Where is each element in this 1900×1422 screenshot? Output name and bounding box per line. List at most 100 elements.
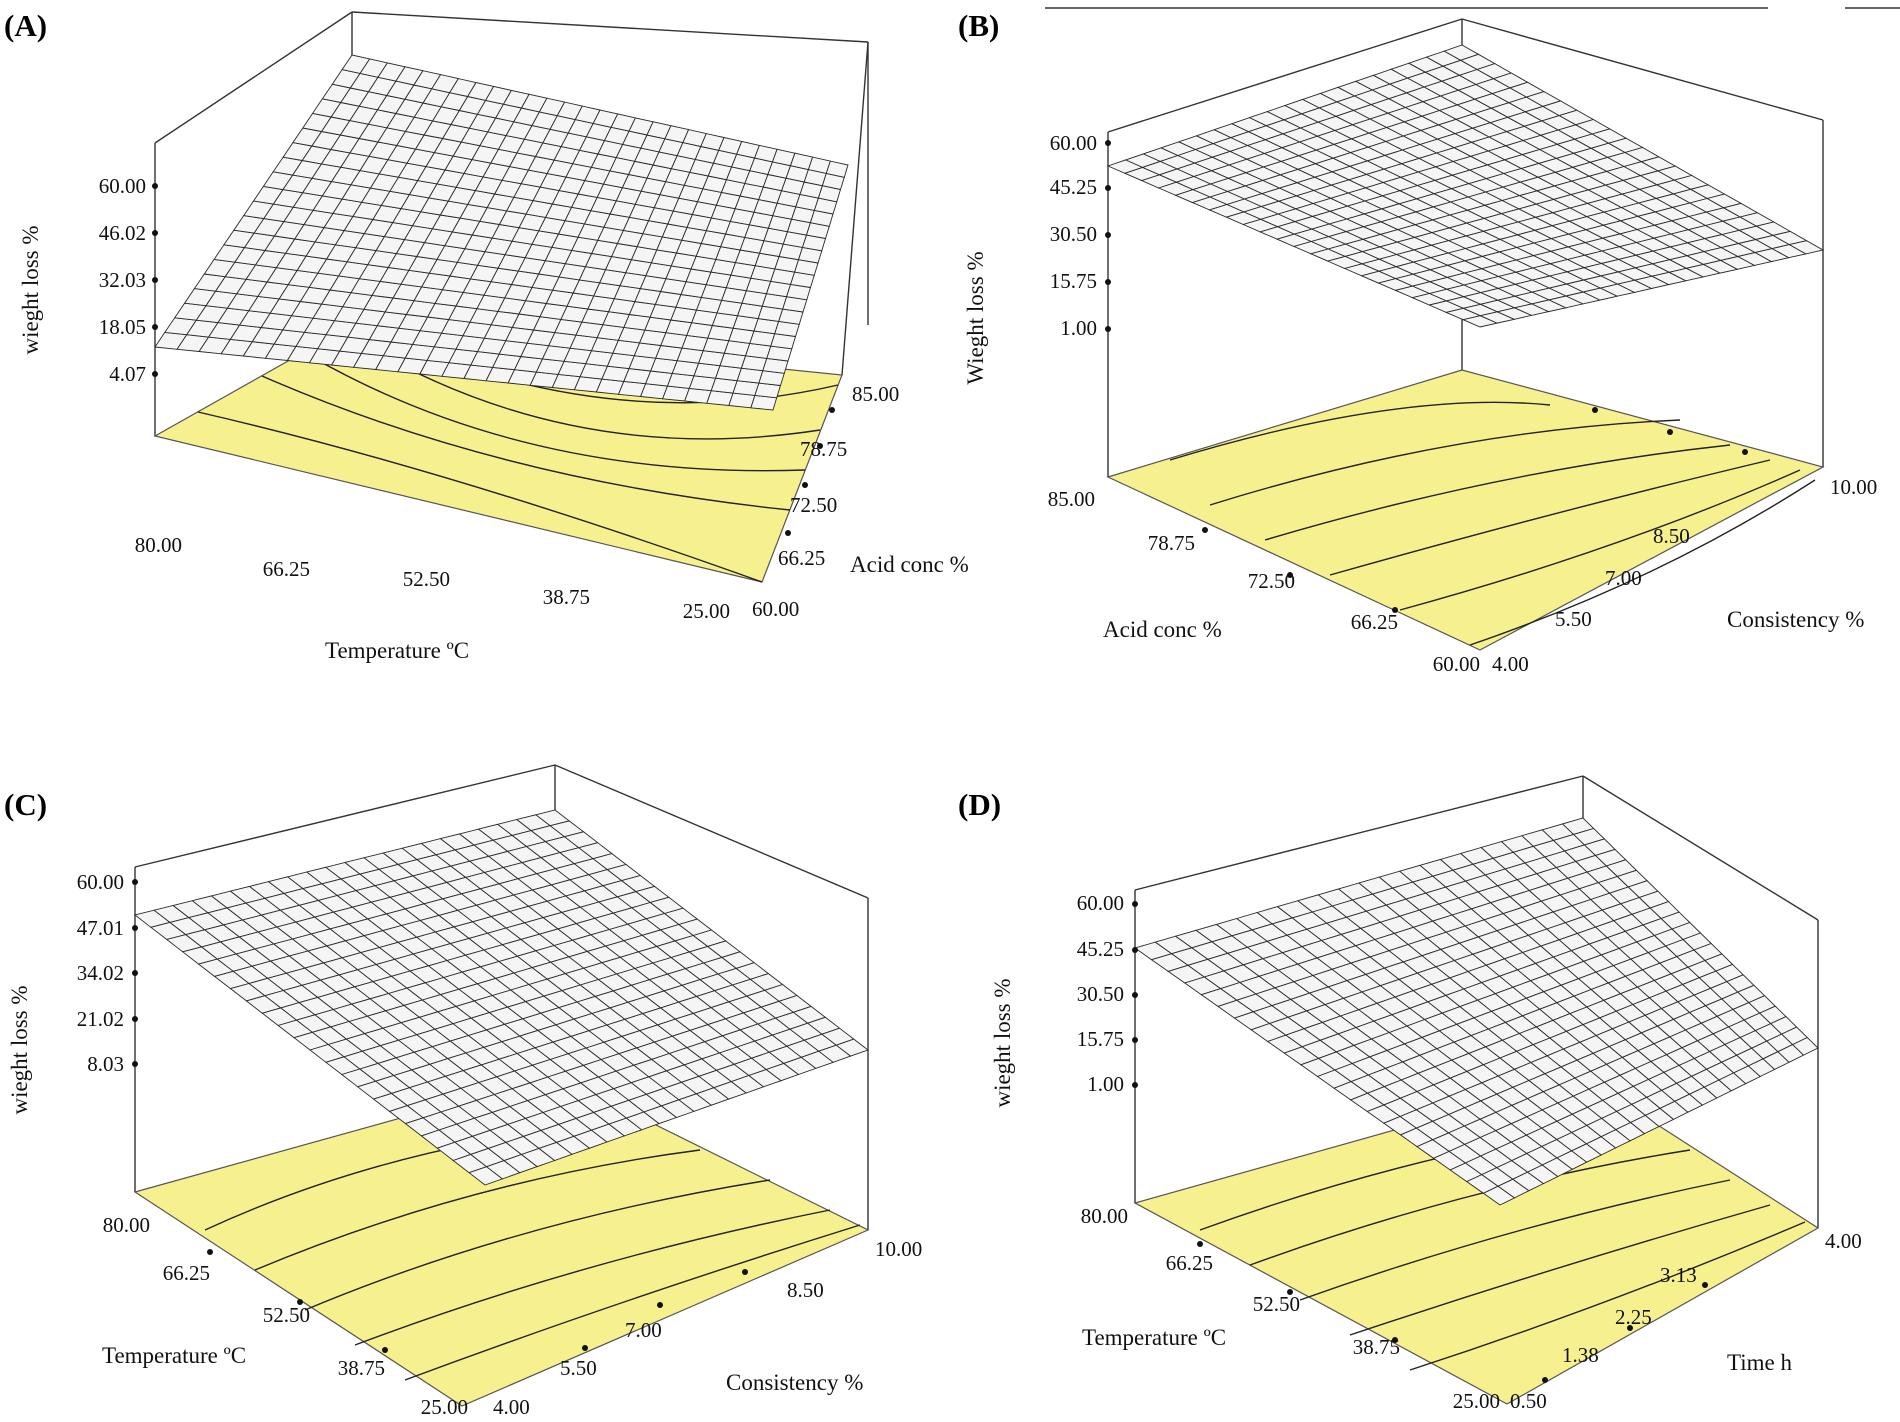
panel-a-x-tick: 38.75: [543, 585, 590, 609]
panel-a-x-tick: 66.25: [263, 557, 310, 581]
panel-c-y-tick: 8.50: [787, 1278, 824, 1302]
panel-b-x-tick: 78.75: [1148, 531, 1195, 555]
panel-d-z-tick: 15.75: [1077, 1027, 1124, 1051]
panel-b-tick-mark: [1105, 185, 1111, 191]
panel-a-y-label: Acid conc %: [850, 552, 969, 577]
panel-c-surface: [133, 809, 869, 1186]
panel-b-tick-mark: [1392, 607, 1398, 613]
panel-a-z-tick: 4.07: [109, 362, 146, 386]
panel-d-tick-mark: [1132, 947, 1138, 953]
panel-b-x-label: Acid conc %: [1103, 617, 1222, 642]
panel-d-tick-mark: [1702, 1282, 1708, 1288]
panel-c-x-ticks: 80.00 66.25 52.50 38.75 25.00: [103, 1213, 468, 1419]
panel-c-y-tick: 7.00: [625, 1318, 662, 1342]
panel-d: (D) 60.00 45.25 30.50 15.75 1.00 wieght …: [958, 775, 1862, 1413]
panel-c-y-ticks: 4.00 5.50 7.00 8.50 10.00: [493, 1237, 922, 1419]
panel-c-z-label: wieght loss %: [7, 985, 32, 1114]
panel-a-y-tick: 85.00: [852, 382, 899, 406]
panel-a-x-tick: 25.00: [683, 599, 730, 623]
panel-c-z-tick: 60.00: [77, 870, 124, 894]
panel-d-tick-mark: [1287, 1289, 1293, 1295]
panel-c-z-tick: 34.02: [77, 961, 124, 985]
panel-b-tick-mark: [1592, 407, 1598, 413]
panel-a-tick-mark: [829, 407, 835, 413]
panel-c-z-tick: 47.01: [77, 916, 124, 940]
panel-c-x-tick: 52.50: [263, 1303, 310, 1327]
panel-b-z-tick: 15.75: [1050, 269, 1097, 293]
panel-d-z-tick: 45.25: [1077, 937, 1124, 961]
panel-b-contours: [1169, 401, 1816, 646]
panel-d-x-tick: 66.25: [1166, 1251, 1213, 1275]
panel-a-x-label: Temperature ºC: [325, 638, 469, 663]
panel-b-tick-mark: [1742, 449, 1748, 455]
panel-c-surface-cell: [835, 1038, 869, 1057]
panel-d-tick-mark: [1132, 1082, 1138, 1088]
panel-b-z-tick: 30.50: [1050, 222, 1097, 246]
panel-d-tick-mark: [1132, 992, 1138, 998]
panel-d-z-tick: 60.00: [1077, 891, 1124, 915]
panel-b-z-tick: 1.00: [1060, 316, 1097, 340]
panel-d-x-tick: 25.00: [1453, 1389, 1500, 1413]
panel-a-y-tick: 78.75: [800, 437, 847, 461]
panel-a-y-tick: 66.25: [778, 546, 825, 570]
panel-d-surface: [1133, 817, 1819, 1206]
panel-a-tick-mark: [152, 324, 158, 330]
panel-b-tick-mark: [1105, 326, 1111, 332]
panel-b-y-ticks: 4.00 5.50 7.00 8.50 10.00: [1492, 475, 1877, 676]
panel-a-tick-mark: [152, 371, 158, 377]
panel-a-y-tick: 60.00: [752, 597, 799, 621]
panel-c: (C) 60.00 47.01 34.02 21.02 8.03 wieght …: [4, 764, 922, 1419]
panel-a-y-ticks: 60.00 66.25 72.50 78.75 85.00: [752, 382, 899, 621]
panel-b: (B) 60.00 45.25 30.50 15.75 1.00 Wieght: [958, 7, 1900, 676]
panel-a-surface: [154, 54, 849, 411]
panel-a-surface-cell: [825, 160, 849, 178]
panel-c-tick-mark: [132, 879, 138, 885]
panel-a-letter: (A): [4, 8, 47, 43]
panel-b-tick-mark: [1105, 279, 1111, 285]
panel-a-tick-mark: [152, 230, 158, 236]
panel-d-y-label: Time h: [1727, 1350, 1792, 1375]
panel-b-x-tick: 60.00: [1433, 652, 1480, 676]
panel-c-tick-mark: [132, 925, 138, 931]
panel-d-contours: [1199, 1119, 1806, 1371]
panel-b-floor: [1106, 369, 1825, 651]
panel-c-x-tick: 66.25: [163, 1261, 210, 1285]
panel-a-tick-mark: [785, 530, 791, 536]
panel-c-letter: (C): [4, 787, 47, 822]
panel-a-z-tick: 32.03: [99, 268, 146, 292]
panel-a-x-tick: 80.00: [135, 533, 182, 557]
panel-c-tick-mark: [132, 970, 138, 976]
panel-c-y-tick: 4.00: [493, 1395, 530, 1419]
panel-a-tick-mark: [152, 277, 158, 283]
panel-c-tick-mark: [207, 1249, 213, 1255]
panel-d-tick-mark: [1132, 901, 1138, 907]
panel-c-x-tick: 80.00: [103, 1213, 150, 1237]
panel-d-tick-mark: [1132, 1037, 1138, 1043]
panel-b-surface: [1106, 44, 1825, 328]
panel-d-x-ticks: 80.00 66.25 52.50 38.75 25.00: [1081, 1204, 1500, 1413]
panel-a-tick-mark: [152, 183, 158, 189]
panel-b-x-tick: 66.25: [1351, 610, 1398, 634]
panel-a-x-ticks: 80.00 66.25 52.50 38.75 25.00: [135, 533, 730, 623]
panel-b-y-label: Consistency %: [1727, 607, 1864, 632]
panel-b-tick-mark: [1287, 572, 1293, 578]
panel-d-x-tick: 80.00: [1081, 1204, 1128, 1228]
panel-d-letter: (D): [958, 787, 1001, 822]
panel-b-letter: (B): [958, 8, 999, 43]
panel-c-z-ticks: 60.00 47.01 34.02 21.02 8.03: [77, 870, 124, 1076]
panel-d-y-tick: 1.38: [1562, 1343, 1599, 1367]
panel-b-tick-mark: [1105, 140, 1111, 146]
panel-d-x-tick: 52.50: [1253, 1292, 1300, 1316]
panel-c-tick-mark: [132, 1016, 138, 1022]
panel-c-y-tick: 5.50: [560, 1356, 597, 1380]
panel-c-tick-mark: [132, 1061, 138, 1067]
panel-c-x-label: Temperature ºC: [102, 1343, 246, 1368]
panel-a-x-tick: 52.50: [403, 567, 450, 591]
panel-b-y-tick: 5.50: [1555, 607, 1592, 631]
panel-d-y-tick: 0.50: [1510, 1389, 1547, 1413]
panel-a-z-tick: 18.05: [99, 315, 146, 339]
panel-a-tick-mark: [817, 443, 823, 449]
panel-b-z-ticks: 60.00 45.25 30.50 15.75 1.00: [1050, 131, 1097, 340]
panel-b-z-tick: 60.00: [1050, 131, 1097, 155]
